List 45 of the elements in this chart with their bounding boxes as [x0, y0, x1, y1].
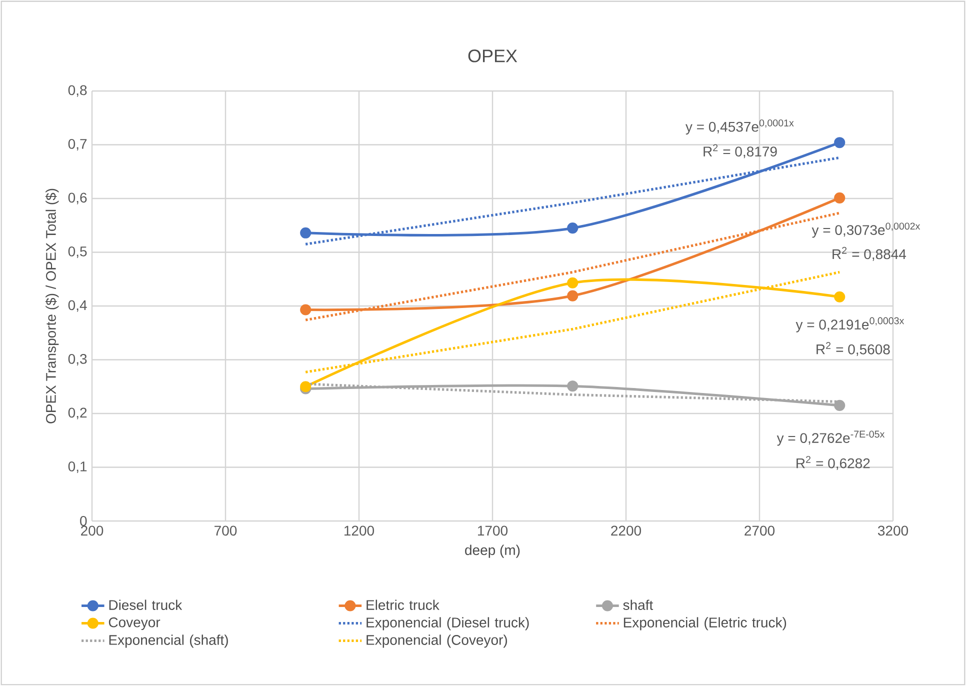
y-tick-label: 0,2: [68, 408, 87, 420]
chart-title: OPEX: [468, 50, 518, 62]
annotation: R$^{2}$ = 0,5608: [816, 342, 890, 356]
x-tick-label: 700: [214, 526, 237, 536]
point: [567, 222, 578, 234]
annotation: y = 0,4537e$^{0,0001x}$: [686, 119, 794, 135]
legend-label: Coveyor: [108, 617, 160, 630]
x-tick-label: 3200: [878, 526, 908, 536]
point: [834, 291, 846, 302]
y-tick-label: 0,6: [68, 192, 87, 204]
legend-label: Diesel truck: [109, 600, 182, 610]
x-axis-title: deep (m): [465, 544, 520, 558]
annotation: R$^{2}$ = 0,6282: [796, 456, 870, 470]
x-tick-label: 2700: [744, 526, 775, 536]
annotation: R$^{2}$ = 0,8844: [832, 246, 906, 261]
legend-label: shaft: [623, 600, 654, 610]
point: [567, 380, 578, 392]
annotation: R$^{2}$ = 0,8179: [704, 144, 777, 158]
point: [567, 290, 578, 302]
legend-label: Exponencial (Coveyor): [366, 634, 507, 648]
legend-label: Eletric truck: [366, 600, 440, 610]
x-tick-label: 200: [81, 526, 104, 536]
y-tick-label: 0,3: [68, 354, 87, 366]
y-tick-label: 0,5: [68, 246, 87, 258]
y-axis-title: OPEX Transporte ($) / OPEX Total ($): [45, 188, 59, 424]
x-tick-label: 1700: [478, 526, 508, 536]
point: [567, 277, 578, 288]
annotation: y = 0,2762e$^{-7E-05x}$: [776, 430, 885, 446]
annotation: y = 0,2191e$^{0,0003x}$: [796, 317, 904, 332]
point: [300, 304, 312, 316]
point: [834, 137, 846, 148]
y-tick-label: 0: [80, 516, 87, 526]
point: [834, 400, 846, 411]
point: [300, 227, 312, 238]
x-tick-label: 2200: [611, 526, 642, 536]
legend-label: Exponencial (Diesel truck): [366, 617, 529, 630]
y-tick-label: 0,1: [68, 461, 87, 474]
y-tick-label: 0,4: [68, 300, 87, 312]
legend-label: Exponencial (Eletric truck): [624, 617, 786, 630]
y-tick-label: 0,7: [68, 138, 87, 151]
point: [834, 192, 846, 204]
legend-label: Exponencial (shaft): [109, 634, 228, 648]
x-tick-label: 1200: [344, 526, 374, 536]
annotation: y = 0,3073e$^{0,0002x}$: [812, 222, 920, 238]
y-tick-label: 0,8: [68, 85, 87, 97]
